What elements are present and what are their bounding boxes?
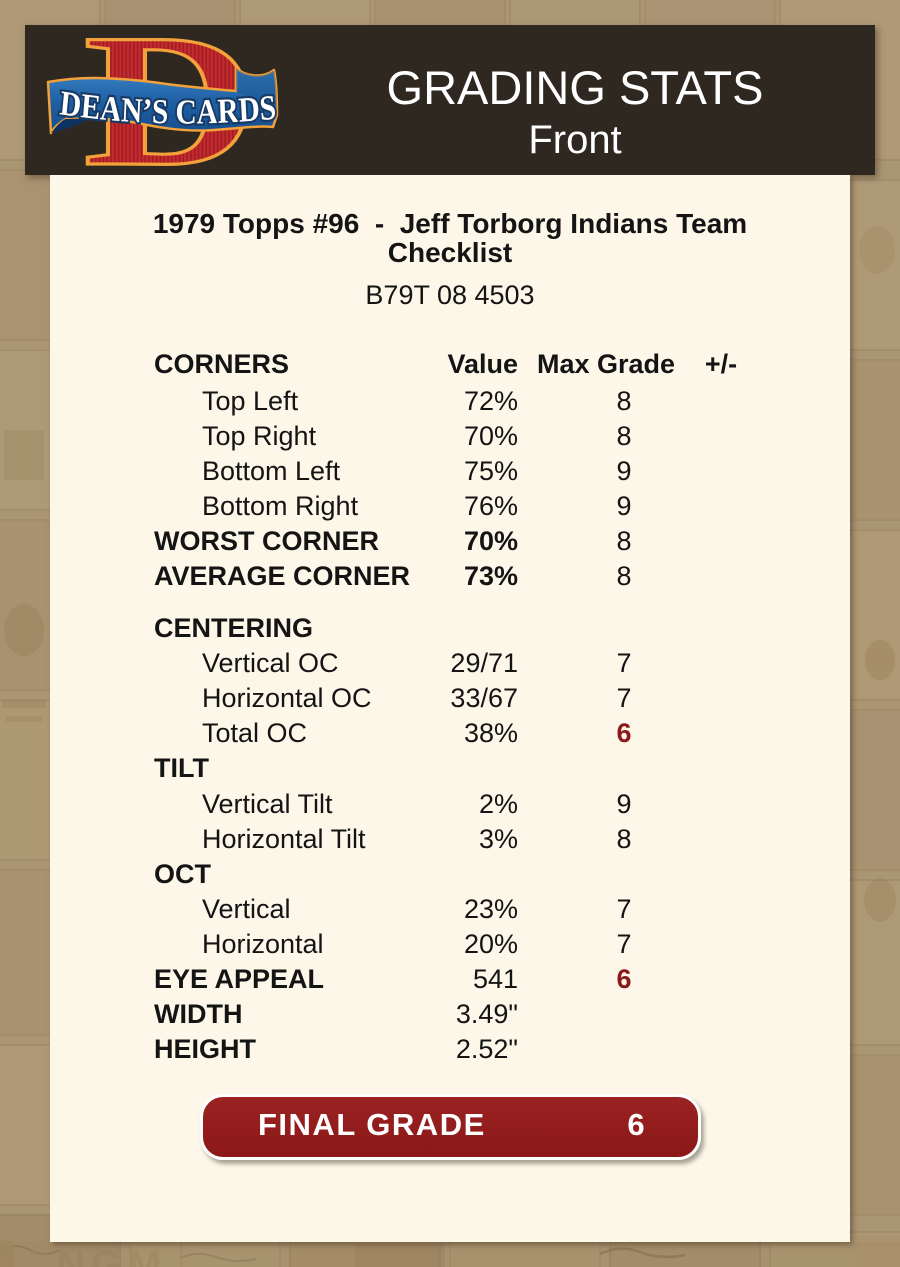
svg-text:NGM: NGM	[56, 1243, 167, 1267]
